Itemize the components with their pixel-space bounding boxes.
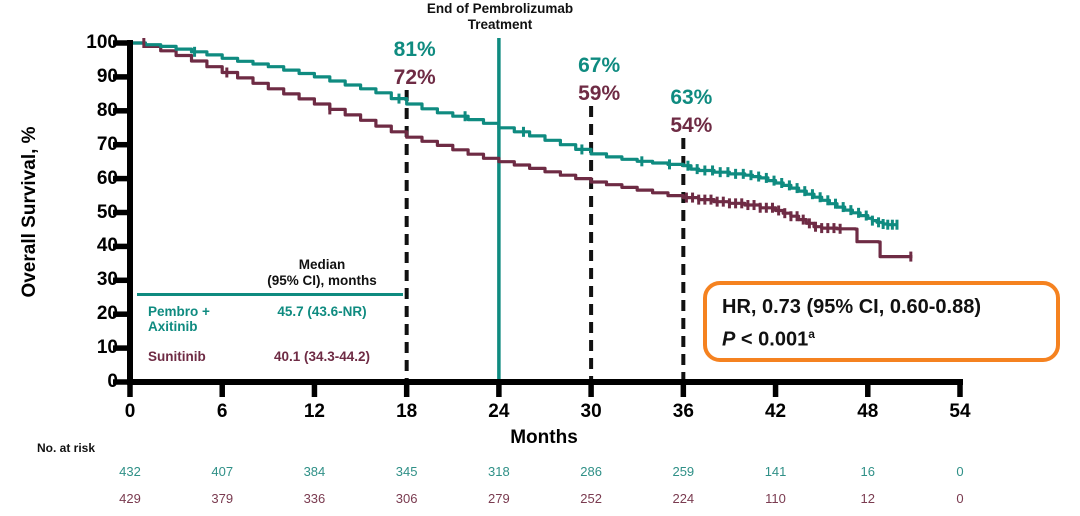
milestone-percent-pembro-axitinib: 81%: [393, 38, 436, 61]
at-risk-count-pembro-axitinib: 432: [119, 464, 141, 479]
y-tick-label: 90: [96, 65, 118, 87]
survival-curve-pembro-axitinib: [130, 41, 897, 227]
at-risk-count-pembro-axitinib: 141: [764, 464, 787, 479]
at-risk-count-pembro-axitinib: 384: [303, 464, 326, 479]
y-tick-label: 80: [96, 99, 118, 121]
milestone-percent-pembro-axitinib: 67%: [578, 54, 621, 77]
end-of-treatment-label-line2: Treatment: [467, 17, 533, 32]
at-risk-count-pembro-axitinib: 318: [488, 464, 510, 479]
y-tick-label: 30: [96, 269, 118, 291]
milestone-percent-sunitinib: 59%: [578, 82, 621, 105]
at-risk-count-sunitinib: 379: [211, 491, 234, 506]
median-table-rule: [137, 293, 403, 296]
milestone-labels-month-36: 63% 54%: [649, 84, 733, 140]
hazard-ratio-text: HR, 0.73 (95% CI, 0.60-0.88): [722, 296, 982, 318]
end-of-treatment-label-line1: End of Pembrolizumab: [426, 1, 574, 16]
end-of-treatment-label: End of Pembrolizumab Treatment: [395, 1, 605, 33]
milestone-percent-sunitinib: 72%: [393, 66, 436, 89]
y-tick-label: 40: [96, 235, 118, 257]
x-tick-label: 18: [396, 401, 418, 422]
y-tick-label: 50: [96, 201, 118, 223]
median-table-series-value: 45.7 (43.6-NR): [277, 304, 367, 319]
median-table-row-pembro-axitinib: Pembro + Axitinib 45.7 (43.6-NR): [137, 304, 403, 334]
at-risk-count-pembro-axitinib: 345: [395, 464, 418, 479]
milestone-percent-sunitinib: 54%: [670, 114, 713, 137]
median-table-series-value: 40.1 (34.3-44.2): [273, 349, 371, 364]
x-tick-label: 6: [216, 401, 228, 422]
median-table-header: Median (95% CI), months: [241, 257, 403, 289]
survival-curve-sunitinib: [130, 41, 913, 259]
at-risk-count-sunitinib: 110: [765, 491, 786, 506]
x-tick-label: 30: [580, 401, 602, 422]
at-risk-count-sunitinib: 12: [860, 491, 875, 506]
y-tick-label: 10: [96, 337, 118, 359]
at-risk-count-sunitinib: 252: [580, 491, 602, 506]
y-tick-label: 70: [96, 133, 118, 155]
median-table-series-name: Pembro + Axitinib: [148, 304, 210, 334]
hazard-ratio-annotation-box: HR, 0.73 (95% CI, 0.60-0.88) P < 0.001a: [703, 281, 1060, 362]
at-risk-count-pembro-axitinib: 259: [672, 464, 695, 479]
x-tick-label: 36: [672, 401, 694, 422]
y-tick-label: 100: [86, 32, 118, 53]
at-risk-count-sunitinib: 0: [956, 491, 964, 506]
at-risk-count-sunitinib: 429: [119, 491, 141, 506]
x-tick-label: 42: [764, 401, 787, 422]
x-tick-label: 54: [949, 401, 971, 422]
at-risk-count-sunitinib: 336: [303, 491, 326, 506]
x-axis-title: Months: [510, 427, 578, 448]
at-risk-count-pembro-axitinib: 286: [580, 464, 602, 479]
median-table-header-line1: Median: [298, 257, 346, 272]
milestone-percent-pembro-axitinib: 63%: [670, 86, 713, 109]
x-tick-label: 48: [857, 401, 879, 422]
y-axis-title: Overall Survival, %: [19, 126, 40, 298]
at-risk-count-sunitinib: 224: [672, 491, 695, 506]
y-tick-label: 60: [96, 167, 118, 189]
y-tick-label: 20: [96, 303, 118, 325]
p-value-text: P < 0.001a: [722, 327, 815, 351]
at-risk-count-sunitinib: 306: [395, 491, 418, 506]
at-risk-count-pembro-axitinib: 16: [860, 464, 875, 479]
milestone-labels-month-18: 81% 72%: [373, 36, 457, 92]
y-tick-label: 0: [107, 371, 118, 392]
at-risk-count-sunitinib: 279: [488, 491, 510, 506]
median-table-row-sunitinib: Sunitinib 40.1 (34.3-44.2): [137, 349, 403, 364]
at-risk-count-pembro-axitinib: 407: [211, 464, 234, 479]
median-table: Median (95% CI), months Pembro + Axitini…: [137, 257, 403, 364]
x-tick-label: 12: [303, 401, 325, 422]
at-risk-table-title: No. at risk: [37, 441, 96, 455]
median-table-header-line2: (95% CI), months: [267, 273, 377, 288]
at-risk-count-pembro-axitinib: 0: [956, 464, 964, 479]
milestone-labels-month-30: 67% 59%: [557, 52, 641, 108]
median-table-series-name: Sunitinib: [148, 349, 206, 364]
x-tick-label: 0: [124, 401, 136, 422]
x-tick-label: 24: [488, 401, 510, 422]
